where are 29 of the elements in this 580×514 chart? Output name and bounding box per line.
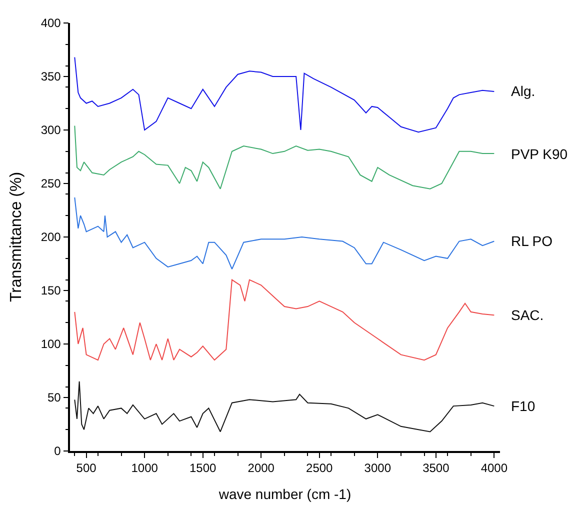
series-label: RL PO [511,233,553,249]
series-label: Alg. [511,83,536,99]
x-axis-title: wave number (cm -1) [218,486,352,502]
y-tick-label: 350 [40,70,62,84]
series-label: PVP K90 [511,146,568,162]
x-tick-label: 4000 [480,461,508,476]
line-series [74,380,495,432]
y-tick-label: 250 [40,176,62,191]
x-tick-label: 3500 [422,461,450,476]
x-tick-label: 1500 [190,461,217,476]
y-tick-label: 150 [40,284,62,298]
y-tick-label: 50 [47,390,62,405]
series-label: F10 [511,398,536,414]
x-tick-label: 2500 [306,461,334,476]
y-tick-label: 0 [54,444,62,458]
line-series [74,196,495,270]
line-series [74,279,495,361]
y-tick-label: 400 [40,16,62,30]
x-tick-label: 1000 [131,461,158,476]
y-axis-title: Transmittance (%) [8,172,26,302]
series-label: SAC. [511,307,544,323]
x-tick-label: 500 [76,461,97,476]
y-tick-label: 100 [40,337,62,352]
x-tick-label: 2000 [248,461,275,476]
y-tick-label: 300 [40,123,62,138]
line-series [74,125,495,190]
line-series [74,56,495,133]
x-tick-label: 3000 [364,461,392,476]
y-tick-label: 200 [40,230,62,244]
